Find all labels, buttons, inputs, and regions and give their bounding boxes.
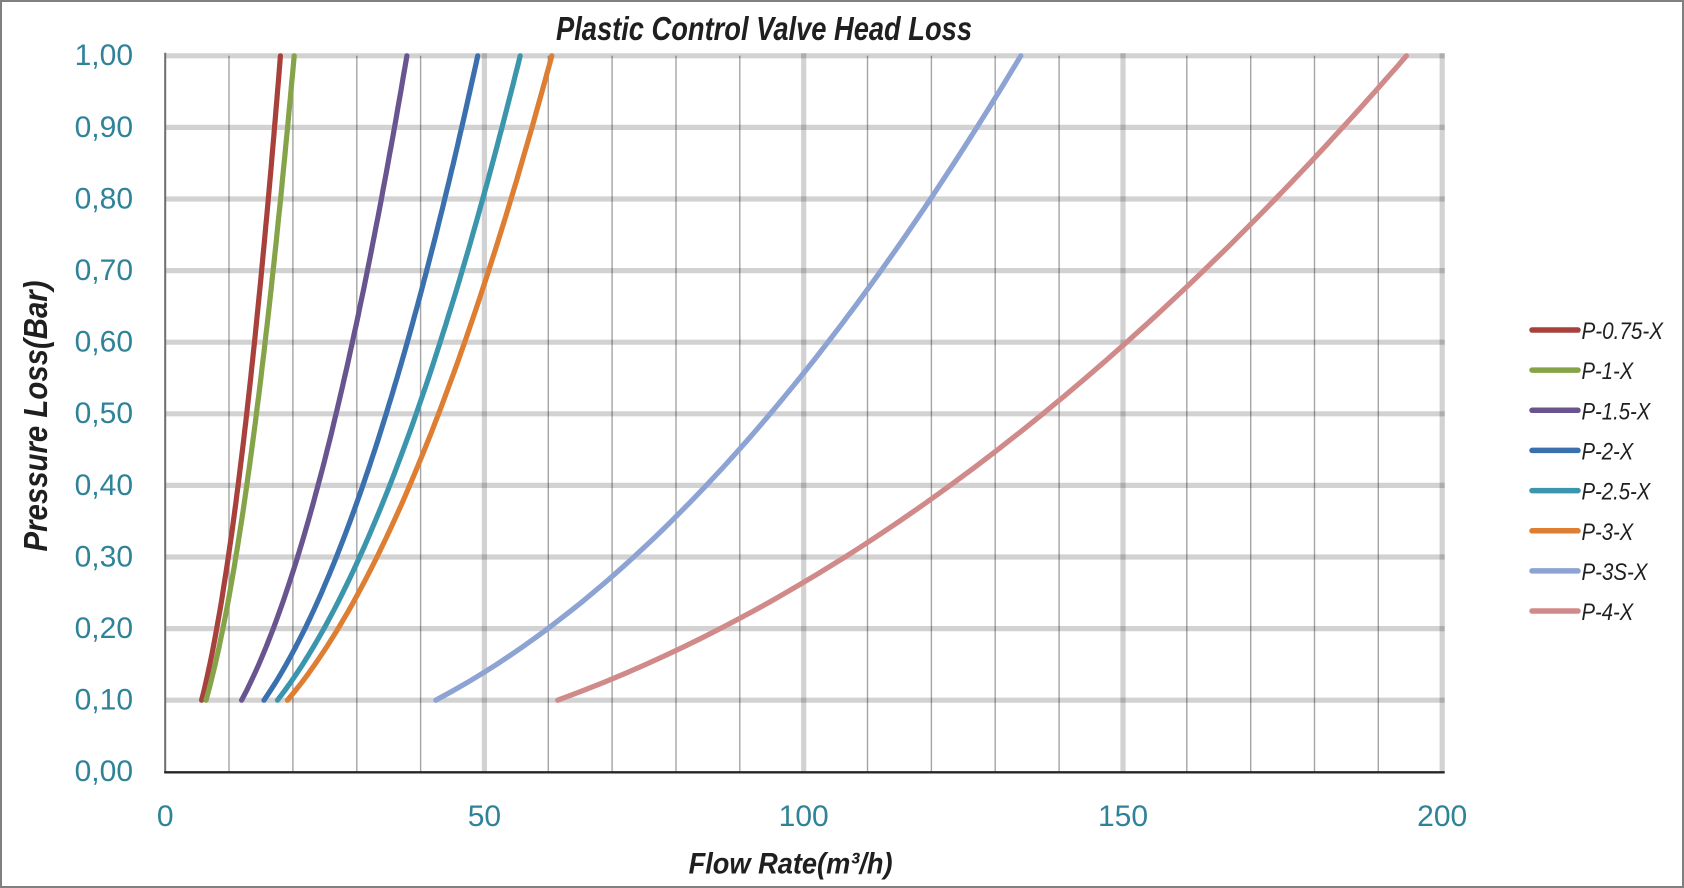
svg-text:P-0.75-X: P-0.75-X: [1582, 318, 1664, 345]
svg-text:0,20: 0,20: [75, 612, 133, 645]
svg-text:200: 200: [1417, 800, 1467, 833]
svg-text:0,90: 0,90: [75, 111, 133, 144]
svg-text:Plastic Control Valve Head Los: Plastic Control Valve Head Loss: [556, 10, 972, 47]
svg-text:0,40: 0,40: [75, 469, 133, 502]
svg-text:150: 150: [1098, 800, 1148, 833]
svg-text:100: 100: [779, 800, 829, 833]
svg-text:P-1.5-X: P-1.5-X: [1582, 398, 1652, 425]
svg-text:P-2.5-X: P-2.5-X: [1582, 479, 1652, 506]
svg-text:0,50: 0,50: [75, 397, 133, 430]
svg-text:1,00: 1,00: [75, 39, 133, 72]
svg-text:0,60: 0,60: [75, 326, 133, 359]
svg-text:0: 0: [157, 800, 174, 833]
svg-text:0,00: 0,00: [75, 755, 133, 788]
svg-text:0,70: 0,70: [75, 254, 133, 287]
svg-text:P-3S-X: P-3S-X: [1582, 559, 1649, 586]
svg-text:P-4-X: P-4-X: [1582, 599, 1635, 626]
svg-text:0,80: 0,80: [75, 182, 133, 215]
svg-text:0,30: 0,30: [75, 540, 133, 573]
svg-text:P-1-X: P-1-X: [1582, 358, 1635, 385]
svg-text:Pressure Loss(Bar): Pressure Loss(Bar): [17, 280, 54, 551]
svg-text:Flow Rate(m³/h): Flow Rate(m³/h): [689, 848, 893, 881]
svg-text:50: 50: [468, 800, 501, 833]
svg-text:P-2-X: P-2-X: [1582, 438, 1635, 465]
svg-text:0,10: 0,10: [75, 684, 133, 717]
svg-text:P-3-X: P-3-X: [1582, 519, 1635, 546]
